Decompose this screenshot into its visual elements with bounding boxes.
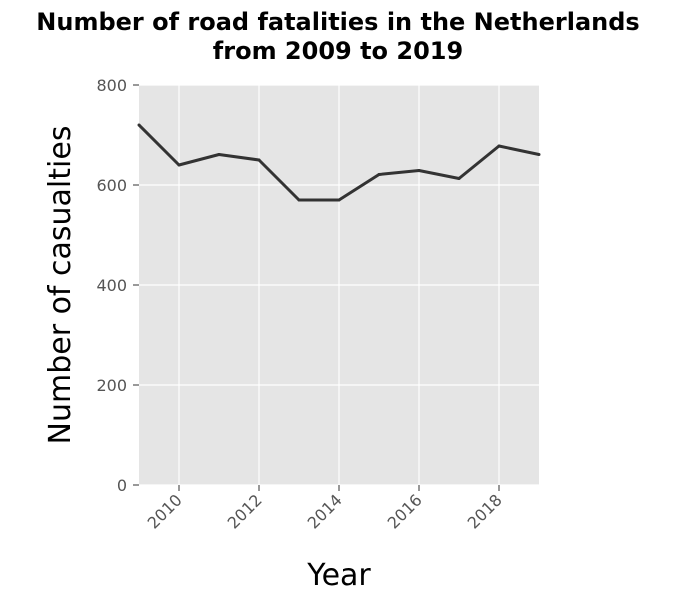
- y-tick-label: 0: [117, 476, 127, 495]
- y-tick-label: 400: [96, 276, 127, 295]
- data-point: [537, 153, 541, 156]
- data-point: [217, 153, 221, 156]
- data-point: [337, 198, 341, 202]
- x-tick-label: 2016: [384, 490, 426, 532]
- data-point: [177, 163, 181, 167]
- chart-title-line-1: Number of road fatalities in the Netherl…: [36, 8, 639, 36]
- data-point: [377, 173, 381, 176]
- y-tick-label: 600: [96, 176, 127, 195]
- x-tick-label: 2018: [464, 490, 506, 532]
- x-tick-label: 2012: [224, 490, 266, 532]
- chart-title-line-2: from 2009 to 2019: [213, 37, 463, 65]
- x-tick-label: 2010: [144, 490, 186, 532]
- data-point: [417, 169, 421, 172]
- data-point: [137, 123, 141, 127]
- y-axis-title: Number of casualties: [43, 126, 78, 445]
- data-point: [297, 198, 301, 202]
- series-group: [137, 123, 541, 202]
- y-tick-label: 800: [96, 76, 127, 95]
- y-tick-label: 200: [96, 376, 127, 395]
- x-tick-label: 2014: [304, 490, 346, 532]
- data-point: [257, 158, 261, 162]
- grid-lines: [139, 84, 539, 486]
- data-point: [497, 144, 501, 148]
- x-axis-title: Year: [306, 558, 371, 593]
- data-point: [457, 177, 461, 180]
